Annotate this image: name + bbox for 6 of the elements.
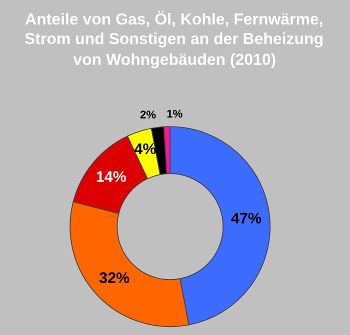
data-label: 32%	[99, 272, 130, 284]
data-label: 47%	[231, 212, 262, 224]
data-label: 14%	[96, 171, 126, 182]
data-label: 2%	[140, 110, 156, 118]
chart-title: Anteile von Gas, Öl, Kohle, Fernwärme, Strom und Sonstigen an der Beheizung von Wohngebäuden (2010)	[24, 10, 322, 68]
data-label: 1%	[167, 110, 182, 118]
